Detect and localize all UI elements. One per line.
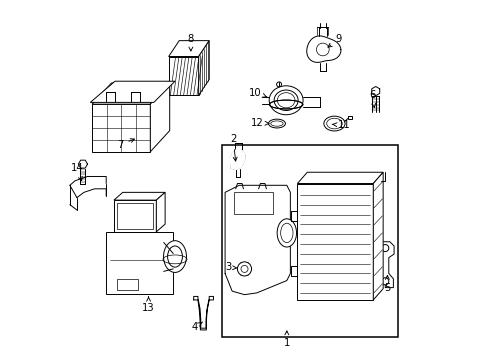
Bar (117, 279, 138, 290)
Polygon shape (78, 160, 87, 168)
Bar (221, 145, 397, 337)
Polygon shape (224, 185, 290, 294)
Polygon shape (372, 172, 383, 300)
Text: 9: 9 (327, 34, 342, 47)
Ellipse shape (268, 119, 285, 128)
Polygon shape (114, 192, 165, 200)
Text: 8: 8 (187, 34, 194, 51)
Text: 10: 10 (248, 87, 266, 98)
Circle shape (237, 262, 251, 276)
Ellipse shape (167, 246, 182, 267)
Bar (347, 116, 351, 119)
Bar (106, 232, 173, 294)
Text: 1: 1 (283, 331, 289, 348)
Ellipse shape (269, 86, 303, 115)
Circle shape (241, 265, 247, 273)
Bar (117, 203, 153, 229)
Ellipse shape (277, 219, 296, 247)
Text: 5: 5 (384, 275, 390, 293)
Bar (297, 184, 372, 300)
Ellipse shape (323, 116, 345, 131)
Polygon shape (156, 192, 165, 232)
Text: 11: 11 (331, 120, 349, 130)
Ellipse shape (163, 241, 186, 273)
Polygon shape (168, 41, 209, 57)
Circle shape (276, 82, 281, 87)
Text: 2: 2 (229, 134, 237, 161)
Bar (233, 192, 272, 213)
Polygon shape (92, 83, 169, 104)
Polygon shape (150, 83, 169, 152)
Polygon shape (297, 172, 383, 184)
Text: 3: 3 (225, 262, 237, 273)
Polygon shape (90, 81, 175, 102)
Text: 13: 13 (142, 297, 155, 313)
Polygon shape (193, 296, 213, 330)
Circle shape (381, 244, 388, 252)
Polygon shape (230, 150, 244, 170)
Text: 6: 6 (368, 90, 375, 108)
Text: 12: 12 (250, 118, 268, 128)
Polygon shape (376, 242, 393, 288)
Polygon shape (92, 104, 150, 152)
Polygon shape (168, 57, 198, 95)
Polygon shape (198, 41, 209, 95)
Text: 4: 4 (191, 322, 202, 333)
Text: 14: 14 (70, 163, 83, 181)
Circle shape (381, 278, 388, 285)
Polygon shape (306, 36, 340, 62)
Text: 7: 7 (117, 139, 134, 150)
Bar (114, 200, 156, 232)
